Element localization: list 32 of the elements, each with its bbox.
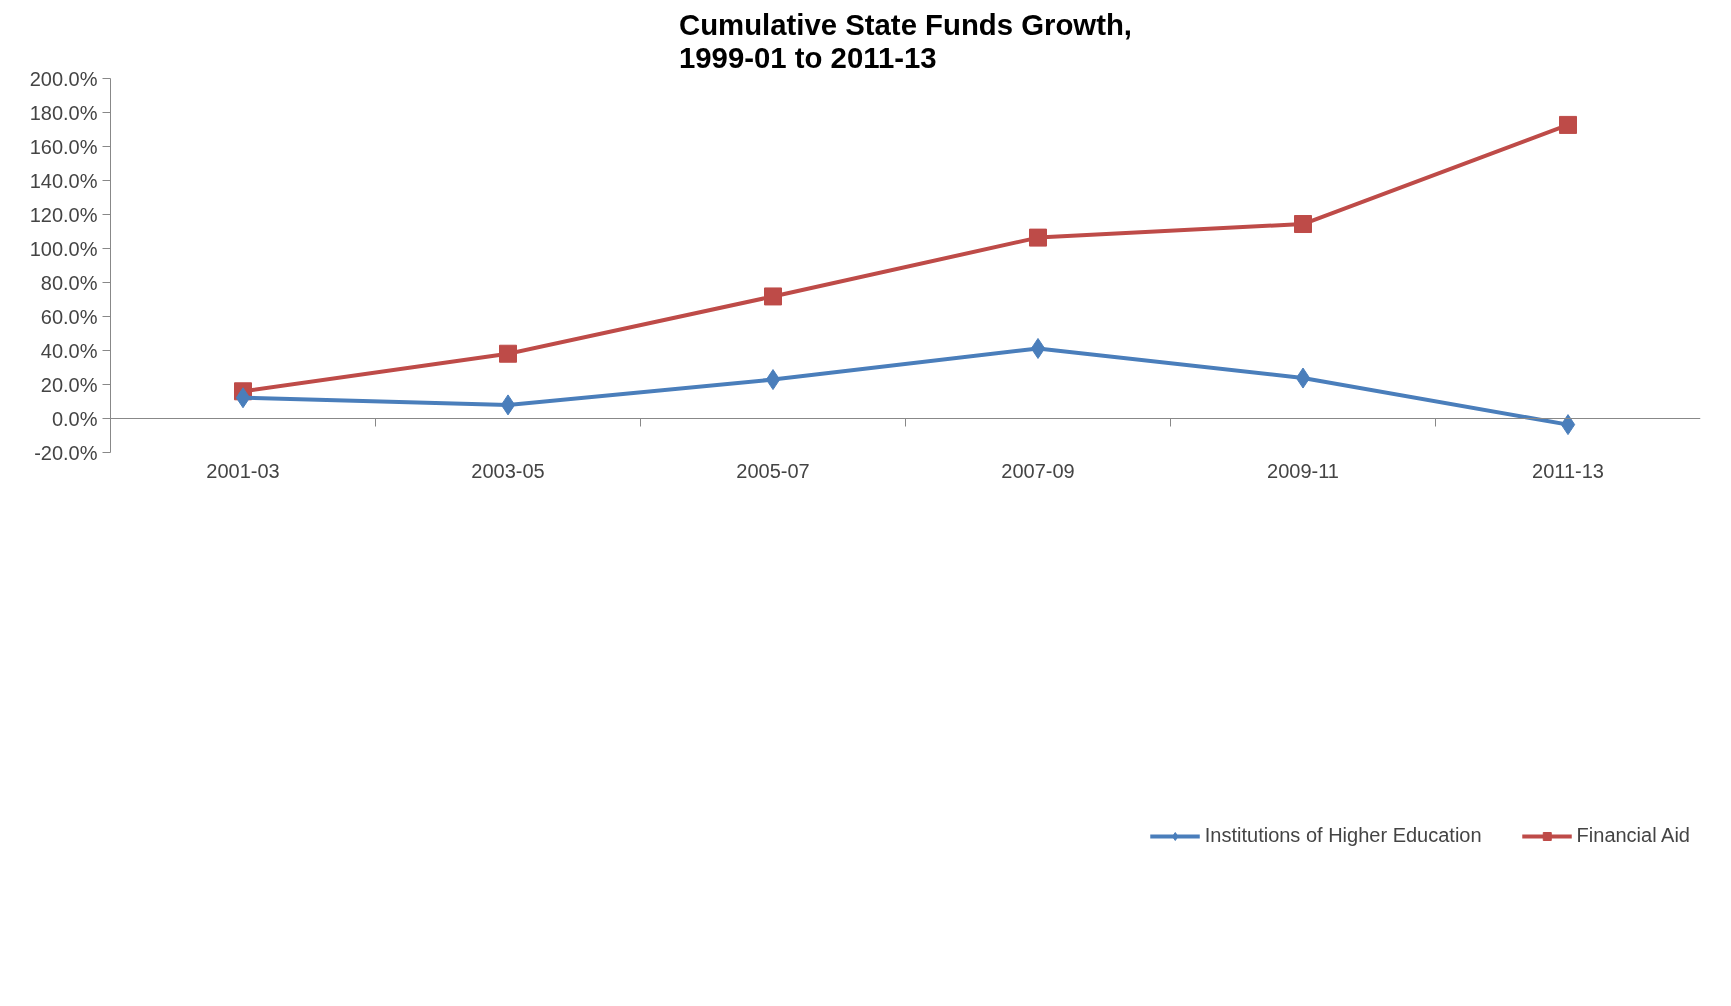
point xyxy=(1029,228,1047,247)
y-tick-label: -20.0% xyxy=(34,441,98,464)
x-tick-label: 2011-13 xyxy=(1532,459,1604,482)
legend-label: Financial Aid xyxy=(1576,824,1690,847)
point xyxy=(235,387,251,409)
point xyxy=(1294,215,1312,234)
point xyxy=(1030,337,1046,359)
y-tick-label: 20.0% xyxy=(40,373,98,396)
y-tick-label: 0.0% xyxy=(51,407,98,430)
point xyxy=(499,344,517,363)
point xyxy=(1295,367,1311,389)
point xyxy=(1560,414,1576,436)
y-tick-label: 120.0% xyxy=(29,203,98,226)
y-tick-label: 200.0% xyxy=(29,67,98,90)
y-tick-label: 160.0% xyxy=(29,135,98,158)
x-tick-label: 2001-03 xyxy=(206,459,280,482)
y-tick-label: 180.0% xyxy=(29,101,98,124)
y-tick-label: 140.0% xyxy=(29,169,98,192)
chart-title: Cumulative State Funds Growth, 1999-01 to 2011-13 xyxy=(679,7,1132,74)
x-tick-label: 2005-07 xyxy=(736,459,810,482)
x-tick-label: 2007-09 xyxy=(1001,459,1075,482)
y-tick-label: 60.0% xyxy=(40,305,98,328)
point xyxy=(764,287,782,306)
x-tick-label: 2009-11 xyxy=(1267,459,1339,482)
point xyxy=(1559,115,1577,134)
point xyxy=(500,394,516,416)
x-tick-label: 2003-05 xyxy=(471,459,545,482)
y-tick-label: 100.0% xyxy=(29,237,98,260)
legend-label: Institutions of Higher Education xyxy=(1204,824,1482,847)
y-tick-label: 40.0% xyxy=(40,339,98,362)
point xyxy=(765,369,781,391)
y-tick-label: 80.0% xyxy=(40,271,98,294)
